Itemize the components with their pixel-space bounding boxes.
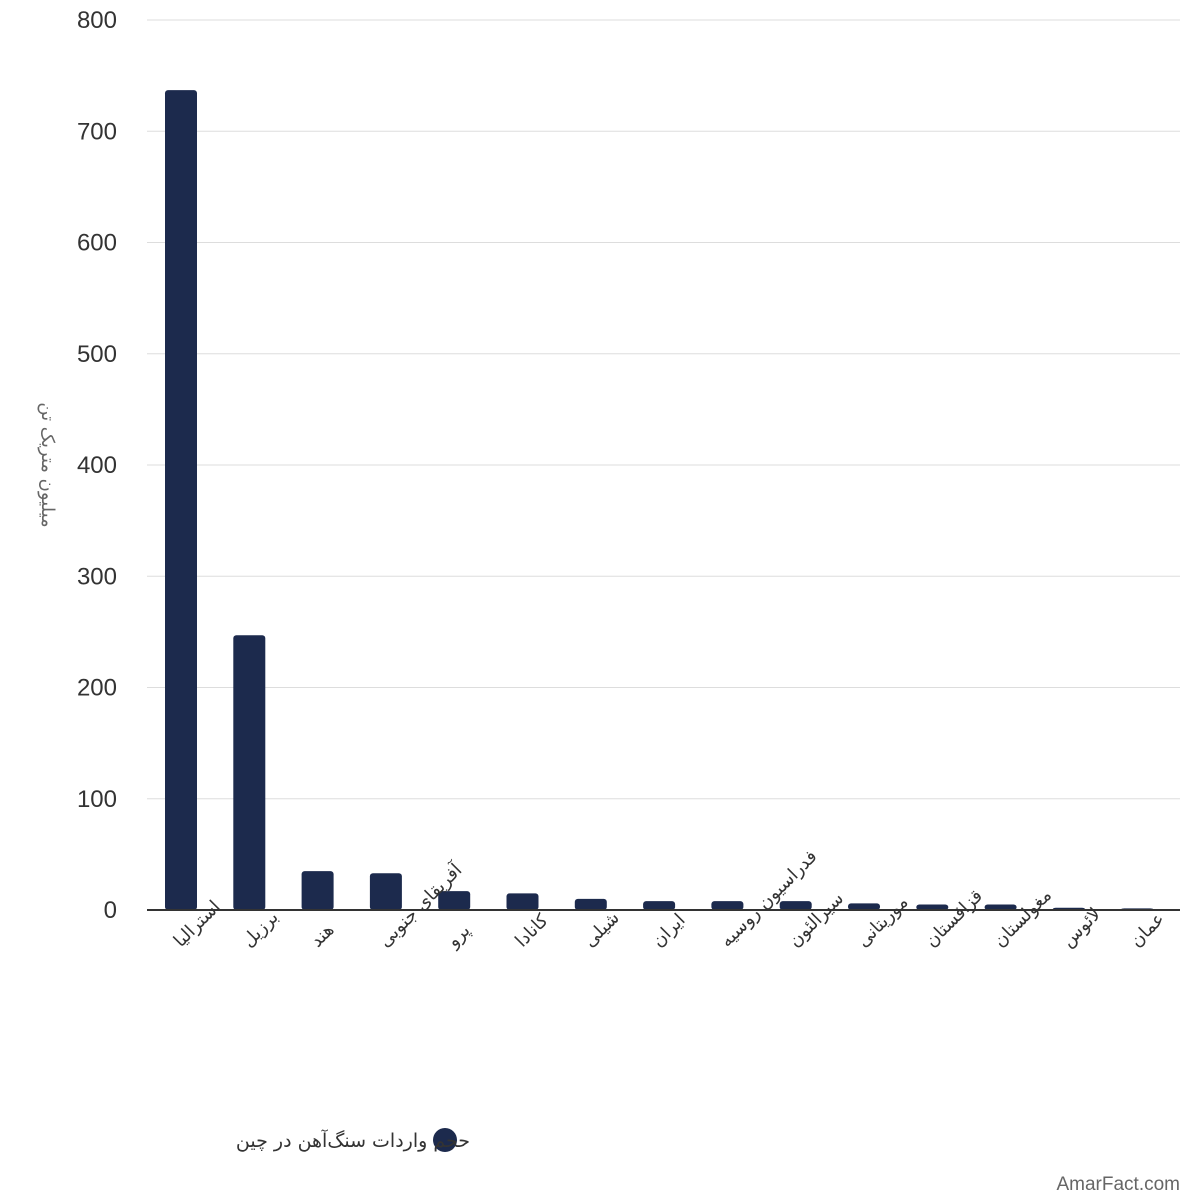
bar[interactable] — [711, 901, 744, 910]
bar[interactable] — [848, 903, 880, 910]
x-tick-label: شیلی — [579, 907, 623, 951]
bar[interactable] — [916, 904, 949, 910]
x-tick-label: موریتانی — [853, 892, 913, 952]
grid-lines — [147, 19, 1180, 800]
y-axis-label: میلیون متریک تن — [37, 402, 58, 527]
x-tick-label: مغولستان — [989, 885, 1056, 952]
legend-marker — [433, 1128, 457, 1152]
watermark: AmarFact.com — [1056, 1174, 1180, 1195]
x-tick-label: هند — [306, 919, 338, 951]
y-tick-label: 400 — [77, 452, 117, 479]
bar[interactable] — [301, 871, 334, 910]
y-axis-ticks: 0 100 200 300 400 500 600 700 800 — [77, 7, 117, 924]
legend-label: حجم واردات سنگ‌آهن در چین — [236, 1128, 470, 1152]
x-tick-label: ایران — [648, 910, 690, 952]
x-tick-label: عمان — [1126, 909, 1169, 952]
bars — [165, 90, 1154, 910]
bar[interactable] — [438, 891, 471, 910]
bar[interactable] — [233, 635, 266, 910]
x-tick-label: برزیل — [238, 907, 283, 952]
y-tick-label: 800 — [77, 7, 117, 34]
x-tick-label: قزاقستان — [921, 886, 987, 952]
bar[interactable] — [574, 898, 607, 910]
bar[interactable] — [506, 893, 539, 910]
x-tick-label: پرو — [442, 920, 474, 952]
y-tick-label: 200 — [77, 675, 117, 702]
y-tick-label: 700 — [77, 118, 117, 145]
bar[interactable] — [779, 901, 812, 910]
y-tick-label: 0 — [104, 897, 117, 924]
y-tick-label: 600 — [77, 230, 117, 257]
bar[interactable] — [984, 904, 1017, 910]
y-tick-label: 500 — [77, 341, 117, 368]
legend[interactable]: حجم واردات سنگ‌آهن در چین — [236, 1128, 470, 1152]
y-tick-label: 100 — [77, 786, 117, 813]
x-tick-label: سیرالئون — [784, 888, 848, 952]
x-tick-label: کانادا — [511, 910, 553, 952]
bar[interactable] — [165, 90, 197, 910]
bar[interactable] — [643, 901, 676, 910]
bar[interactable] — [369, 873, 402, 910]
y-tick-label: 300 — [77, 563, 117, 590]
